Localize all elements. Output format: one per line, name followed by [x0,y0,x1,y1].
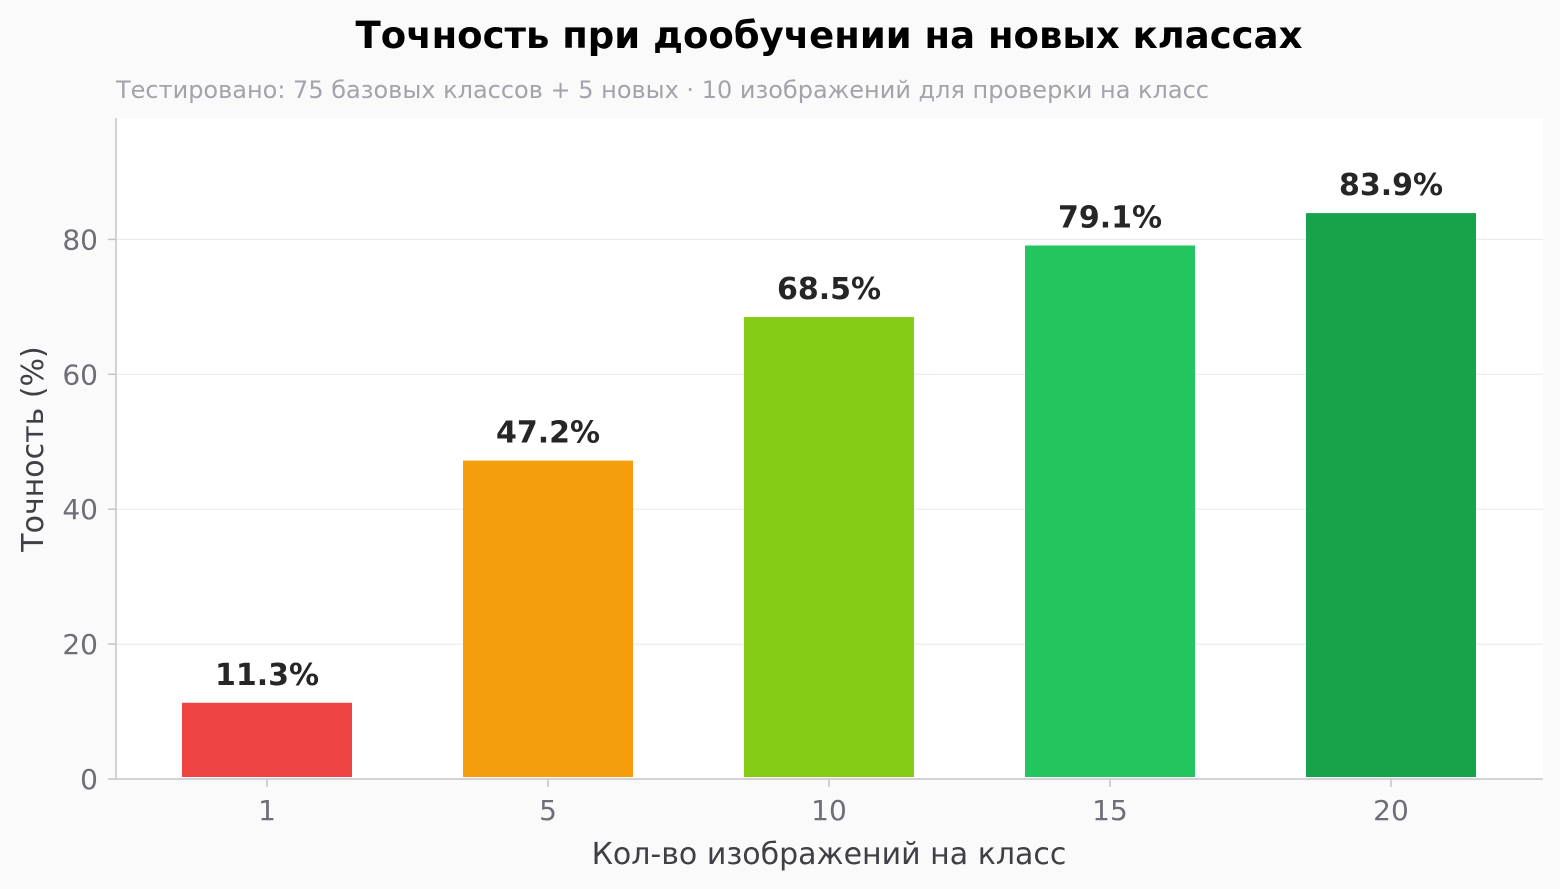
bar-value-label: 47.2% [496,416,600,451]
bar-5 [463,460,633,777]
y-tick-label: 0 [80,763,98,796]
bar-value-label: 11.3% [215,658,319,693]
bar-1 [182,702,352,777]
y-axis-label: Точность (%) [16,346,51,552]
bars [182,213,1476,778]
value-labels: 11.3% 47.2% 68.5% 79.1% 83.9% [215,168,1443,693]
x-tick-label: 15 [1092,794,1128,827]
x-tick-label: 20 [1373,794,1409,827]
bar-value-label: 79.1% [1058,200,1162,235]
bar-value-label: 68.5% [777,272,881,307]
y-tick-label: 40 [62,493,98,526]
bar-15 [1025,245,1195,777]
y-tick-label: 80 [62,223,98,256]
bar-value-label: 83.9% [1339,168,1443,203]
x-axis-label: Кол-во изображений на класс [592,837,1067,872]
x-tick-label: 1 [258,794,276,827]
x-tick-label: 5 [539,794,557,827]
y-tick-label: 60 [62,358,98,391]
x-axis-ticks: 1 5 10 15 20 [258,779,1409,827]
y-tick-label: 20 [62,628,98,661]
x-tick-label: 10 [811,794,847,827]
y-axis-ticks: 0 20 40 60 80 [62,223,116,796]
bar-10 [744,316,914,777]
chart-subtitle: Тестировано: 75 базовых классов + 5 новы… [115,76,1209,104]
bar-20 [1306,213,1476,778]
chart-title: Точность при дообучении на новых классах [356,14,1303,57]
